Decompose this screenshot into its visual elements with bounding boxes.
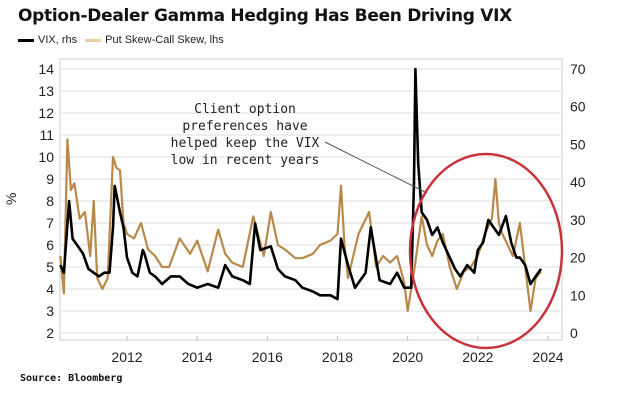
- plot-frame: [59, 58, 563, 341]
- annotation-line-2: preferences have: [182, 119, 307, 134]
- right-tick-label: 50: [570, 136, 586, 152]
- left-tick-label: 5: [46, 259, 54, 275]
- x-tick-label: 2014: [182, 349, 213, 365]
- x-tick-label: 2020: [392, 349, 423, 365]
- x-tick-label: 2018: [322, 349, 353, 365]
- annotation-line-1: Client option: [194, 102, 296, 117]
- left-tick-label: 8: [46, 193, 54, 209]
- chart-title: Option-Dealer Gamma Hedging Has Been Dri…: [18, 6, 512, 26]
- legend-swatch-skew: [85, 38, 102, 42]
- left-tick-label: 7: [46, 215, 54, 231]
- legend-label-skew: Put Skew-Call Skew, lhs: [105, 34, 224, 46]
- x-tick-label: 2022: [462, 349, 493, 365]
- x-tick-label: 2024: [532, 349, 563, 365]
- source-note: Source: Bloomberg: [20, 373, 123, 384]
- right-tick-label: 40: [570, 174, 586, 190]
- skew-series-line: [59, 138, 542, 313]
- left-tick-label: 6: [46, 237, 54, 253]
- left-tick-label: 14: [38, 61, 54, 77]
- right-tick-label: 0: [570, 325, 578, 341]
- right-tick-label: 70: [570, 61, 586, 77]
- right-tick-label: 60: [570, 99, 586, 115]
- left-tick-label: 2: [46, 325, 54, 341]
- annotation-line-4: low in recent years: [171, 153, 320, 168]
- legend: VIX, rhs Put Skew-Call Skew, lhs: [18, 34, 224, 46]
- vix-series-line: [59, 67, 543, 301]
- left-tick-label: 12: [38, 105, 54, 121]
- left-tick-label: 10: [38, 149, 54, 165]
- left-tick-label: 13: [38, 83, 54, 99]
- annotation-line-3: helped keep the VIX: [171, 136, 320, 151]
- left-tick-label: 3: [46, 303, 54, 319]
- right-tick-label: 20: [570, 250, 586, 266]
- x-tick-label: 2016: [252, 349, 283, 365]
- legend-label-vix: VIX, rhs: [38, 34, 78, 46]
- left-tick-label: 11: [39, 127, 54, 143]
- left-axis-label: %: [3, 193, 19, 205]
- right-tick-label: 30: [570, 212, 586, 228]
- left-tick-label: 9: [46, 171, 54, 187]
- highlight-circle: [408, 152, 564, 350]
- x-tick-label: 2012: [111, 349, 142, 365]
- legend-swatch-vix: [18, 38, 34, 42]
- annotation-leader-line: [324, 141, 428, 194]
- right-tick-label: 10: [570, 287, 586, 303]
- annotation: Client option preferences have helped ke…: [171, 102, 564, 350]
- left-tick-label: 4: [46, 281, 54, 297]
